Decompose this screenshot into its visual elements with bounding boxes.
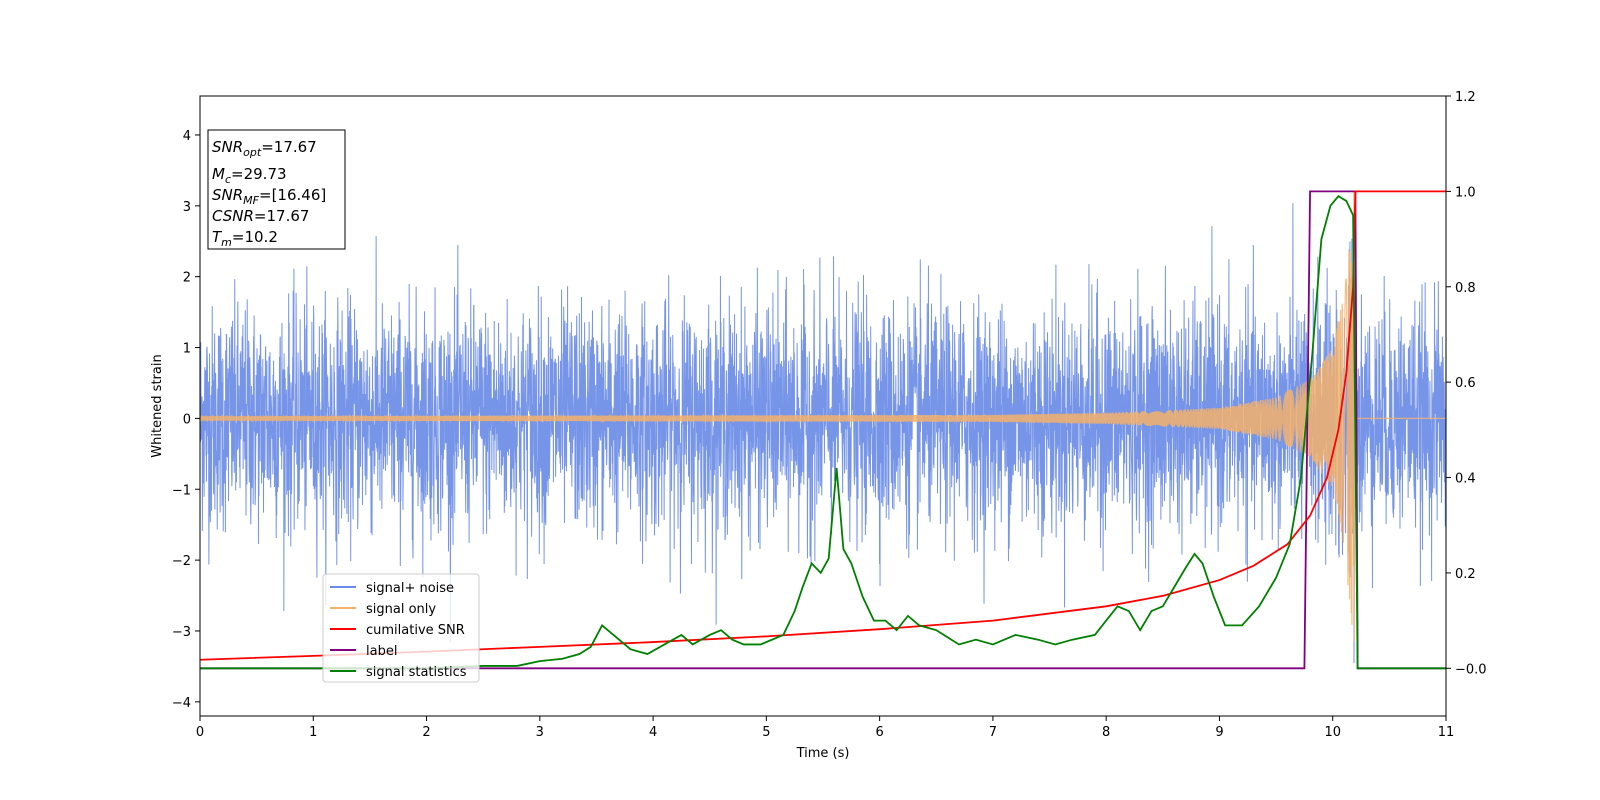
x-axis: 0 1 2 3 4 5 6 7 8 9 10 11 (196, 716, 1454, 740)
plot-area (200, 190, 1446, 670)
legend-frame (322, 573, 480, 683)
x-tick-label: 10 (1324, 725, 1341, 740)
x-tick-label: 7 (989, 725, 997, 740)
y2-tick-label: 1.0 (1455, 185, 1476, 200)
x-tick-label: 5 (762, 725, 770, 740)
x-tick-label: 2 (422, 725, 430, 740)
y-tick-label: 4 (183, 129, 191, 144)
y2-tick-label: 0.4 (1455, 472, 1476, 487)
y-axis-left: −4 −3 −2 −1 0 1 2 3 4 (172, 129, 200, 711)
x-tick-label: 6 (875, 725, 883, 740)
info-line: SNRopt=17.67 (212, 138, 317, 159)
y-tick-label: 2 (183, 271, 191, 286)
y-axis-label: Whitened strain (150, 354, 165, 457)
y-tick-label: 1 (183, 342, 191, 357)
x-tick-label: 0 (196, 725, 204, 740)
info-line: Mc=29.73 (212, 165, 287, 186)
plot-frame (199, 95, 1447, 717)
legend-entry: signal only (366, 602, 436, 617)
info-line: Tm=10.2 (212, 228, 278, 249)
y2-tick-label: 0.2 (1455, 567, 1476, 582)
y2-tick-label: 0.6 (1455, 376, 1476, 391)
x-axis-label: Time (s) (796, 746, 850, 761)
x-tick-label: 3 (536, 725, 544, 740)
x-tick-label: 9 (1215, 725, 1223, 740)
info-box-frame (207, 129, 346, 250)
y-axis-right: −0.0 0.2 0.4 0.6 0.8 1.0 1.2 (1446, 90, 1487, 677)
y2-tick-label: 0.8 (1455, 281, 1476, 296)
legend-entry: cumilative SNR (366, 623, 465, 638)
legend-entry: signal statistics (366, 665, 467, 680)
legend-entry: label (366, 644, 397, 659)
x-tick-label: 11 (1438, 725, 1455, 740)
info-line: CSNR=17.67 (212, 207, 309, 225)
series-cumulative-snr (200, 190, 1446, 661)
y-tick-label: −3 (172, 625, 191, 640)
legend-entry: signal+ noise (366, 581, 454, 596)
info-line: SNRMF=[16.46] (212, 186, 326, 207)
y-tick-label: −1 (172, 483, 191, 498)
y-tick-label: 0 (183, 412, 191, 427)
y2-tick-label: −0.0 (1455, 662, 1487, 677)
x-tick-label: 4 (649, 725, 657, 740)
x-tick-label: 8 (1102, 725, 1110, 740)
y2-tick-label: 1.2 (1455, 90, 1476, 105)
info-box: SNRopt=17.67 Mc=29.73SNRMF=[16.46]CSNR=17… (207, 129, 346, 250)
series-signal-only (200, 190, 1446, 642)
series-signal-statistics (200, 194, 1446, 670)
y-tick-label: 3 (183, 200, 191, 215)
y-tick-label: −2 (172, 554, 191, 569)
y-tick-label: −4 (172, 696, 191, 711)
x-tick-label: 1 (309, 725, 317, 740)
legend: signal+ noise signal only cumilative SNR la… (322, 573, 480, 683)
